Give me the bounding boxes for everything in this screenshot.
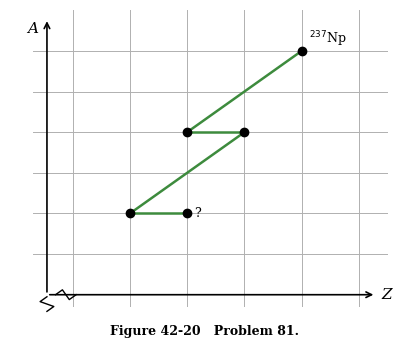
Text: ?: ? — [194, 207, 201, 220]
Text: Figure 42-20   Problem 81.: Figure 42-20 Problem 81. — [109, 325, 299, 338]
Text: Z: Z — [382, 288, 392, 302]
Text: $^{237}$Np: $^{237}$Np — [308, 29, 346, 49]
Text: A: A — [27, 23, 38, 36]
